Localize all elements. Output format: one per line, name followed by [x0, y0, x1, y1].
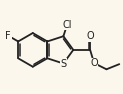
Text: O: O	[90, 58, 98, 68]
Text: F: F	[5, 31, 11, 41]
Text: S: S	[60, 58, 66, 69]
Text: O: O	[86, 31, 94, 41]
Text: Cl: Cl	[62, 20, 72, 30]
